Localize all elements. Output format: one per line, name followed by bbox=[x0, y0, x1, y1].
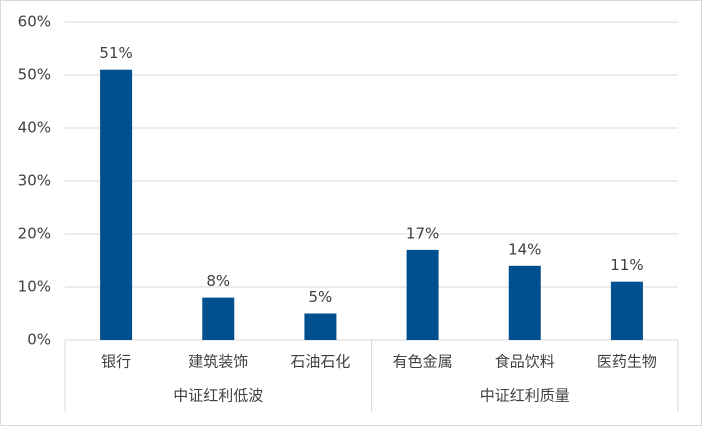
x-tick-label: 银行 bbox=[101, 353, 131, 371]
x-tick-label: 有色金属 bbox=[393, 353, 453, 371]
x-tick-label: 食品饮料 bbox=[495, 353, 555, 371]
data-label: 5% bbox=[309, 288, 333, 306]
x-tick-label: 石油石化 bbox=[290, 353, 350, 371]
y-tick-label: 30% bbox=[18, 172, 51, 190]
bar bbox=[610, 281, 643, 340]
group-label: 中证红利质量 bbox=[480, 387, 570, 405]
data-label: 11% bbox=[610, 256, 643, 274]
bar bbox=[304, 313, 337, 340]
y-tick-label: 60% bbox=[18, 13, 51, 31]
bar bbox=[406, 249, 439, 340]
data-label: 17% bbox=[406, 224, 439, 242]
y-tick-label: 50% bbox=[18, 66, 51, 84]
data-label: 14% bbox=[508, 240, 541, 258]
x-tick-label: 医药生物 bbox=[597, 353, 657, 371]
data-label: 51% bbox=[99, 44, 132, 62]
data-label: 8% bbox=[206, 272, 230, 290]
bar bbox=[202, 297, 235, 340]
y-tick-label: 40% bbox=[18, 119, 51, 137]
y-tick-label: 0% bbox=[27, 331, 51, 349]
group-label: 中证红利低波 bbox=[173, 387, 263, 405]
y-tick-label: 10% bbox=[18, 278, 51, 296]
bar bbox=[508, 265, 541, 340]
x-tick-label: 建筑装饰 bbox=[188, 353, 248, 371]
y-tick-label: 20% bbox=[18, 225, 51, 243]
bar bbox=[100, 69, 133, 340]
